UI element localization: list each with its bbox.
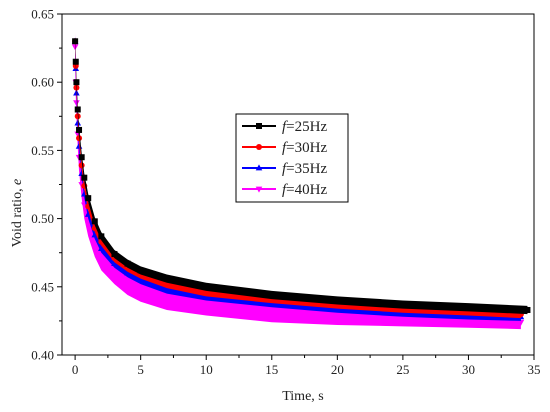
data-point [137, 276, 144, 283]
x-tick-label: 20 [331, 362, 344, 377]
x-tick-label: 15 [265, 362, 278, 377]
data-point [75, 142, 83, 149]
data-point [73, 100, 80, 107]
data-point [72, 38, 79, 45]
legend-label: f=40Hz [282, 182, 327, 198]
data-point [72, 58, 79, 65]
legend-item: f=35Hz [242, 161, 327, 177]
data-point [334, 297, 341, 304]
series-layer [71, 33, 531, 330]
x-tick-label: 0 [72, 362, 79, 377]
data-point [399, 317, 407, 324]
legend-label-var: f [282, 140, 288, 156]
data-point [137, 288, 144, 295]
data-point [465, 318, 472, 325]
legend-marker [255, 164, 263, 171]
y-tick-label: 0.50 [31, 211, 54, 226]
data-point [71, 44, 79, 51]
data-point [124, 260, 131, 267]
y-tick-label: 0.45 [31, 279, 54, 294]
data-point [334, 314, 341, 321]
data-point [163, 296, 171, 303]
data-point [111, 251, 118, 258]
data-point [73, 84, 80, 91]
legend-item: f=30Hz [242, 140, 327, 156]
legend-label: f=35Hz [282, 161, 327, 177]
data-point [124, 281, 131, 288]
ticks-layer: 0 5 10 15 20 25 30 35 0.40 0.45 0.50 0.55 0.60 0.65 [31, 7, 540, 378]
data-point [268, 310, 276, 317]
x-tick-label: 5 [137, 362, 144, 377]
data-point [111, 270, 118, 277]
legend-marker [256, 123, 262, 129]
legend-label-rest: =30Hz [286, 140, 327, 156]
y-axis-label-var: e [10, 179, 25, 185]
data-point [124, 269, 131, 276]
data-point [81, 174, 88, 181]
data-point [78, 154, 85, 161]
legend-label-var: f [282, 161, 288, 177]
y-tick-label: 0.60 [31, 75, 54, 90]
data-point [465, 304, 472, 311]
data-point [98, 245, 105, 252]
legend-label: f=30Hz [282, 140, 327, 156]
y-tick-label: 0.55 [31, 143, 54, 158]
data-point [76, 126, 83, 133]
data-point [74, 106, 81, 113]
legend-box [235, 113, 349, 203]
data-point [517, 319, 525, 326]
data-point [111, 260, 118, 267]
legend-label-var: f [282, 119, 288, 135]
data-point [78, 162, 85, 169]
data-point [202, 303, 210, 310]
data-point [163, 285, 171, 292]
legend-marker [255, 186, 263, 193]
legend-item: f=40Hz [242, 182, 327, 198]
data-point [399, 301, 406, 308]
data-point [85, 195, 92, 202]
series-f-25Hz [72, 37, 531, 315]
y-tick-label: 0.40 [31, 348, 54, 363]
y-tick-label: 0.65 [31, 7, 54, 22]
data-point [163, 275, 170, 282]
x-axis-label: Time, s [282, 389, 324, 404]
data-point [74, 113, 81, 120]
data-point [268, 291, 275, 298]
legend-label-var: f [282, 182, 288, 198]
data-point [76, 135, 83, 142]
x-tick-label: 10 [200, 362, 213, 377]
legend-item: f=25Hz [242, 119, 327, 135]
data-point [91, 218, 98, 225]
data-point [91, 231, 99, 238]
legend-marker [256, 144, 262, 150]
data-point [203, 283, 210, 290]
data-point [74, 119, 82, 126]
y-axis-label-prefix: Void ratio, [10, 185, 25, 247]
data-point [524, 306, 531, 313]
legend-label-rest: =25Hz [286, 119, 327, 135]
legend-label-rest: =40Hz [286, 182, 327, 198]
data-point [98, 255, 105, 262]
x-tick-label: 35 [528, 362, 541, 377]
data-point [137, 267, 144, 274]
data-point [98, 233, 105, 240]
legend-label-rest: =35Hz [286, 161, 327, 177]
data-point [91, 242, 99, 249]
data-point [73, 79, 80, 86]
y-axis-label: Void ratio, e [10, 179, 25, 248]
data-point [73, 89, 80, 96]
legend-label: f=25Hz [282, 119, 327, 135]
x-tick-label: 25 [396, 362, 409, 377]
x-tick-label: 30 [462, 362, 475, 377]
